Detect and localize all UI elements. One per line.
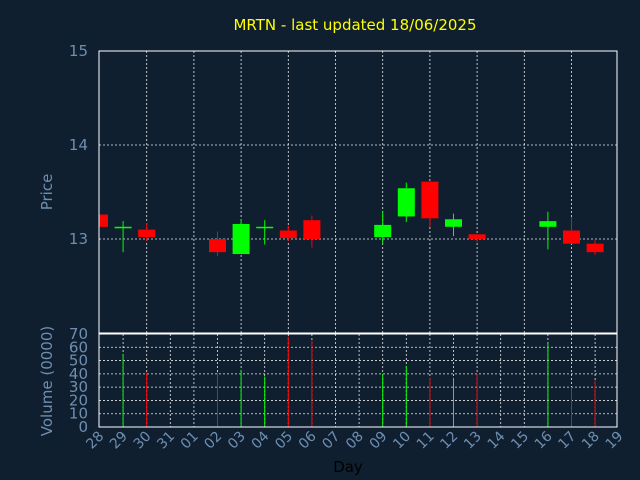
candle-body (397, 188, 415, 217)
candle-body (303, 220, 321, 239)
x-tick-label: 11 (414, 429, 438, 453)
candle-30 (138, 223, 156, 241)
candle-body (563, 230, 580, 244)
volume-tick-label: 30 (69, 378, 88, 396)
x-tick-label: 01 (178, 429, 202, 453)
x-tick-label: 29 (107, 429, 131, 453)
x-tick-label: 19 (603, 429, 627, 453)
x-tick-label: 13 (461, 429, 485, 453)
volume-tick-label: 0 (78, 418, 88, 436)
volume-tick-label: 40 (69, 365, 88, 383)
x-tick-label: 05 (272, 429, 296, 453)
x-tick-label: 03 (225, 429, 249, 453)
chart-title: MRTN - last updated 18/06/2025 (233, 16, 476, 34)
candle-body (445, 219, 462, 227)
candle-12 (445, 213, 462, 237)
candle-body (232, 223, 250, 255)
candle-03 (232, 219, 250, 255)
volume-tick-label: 70 (69, 325, 88, 343)
candle-body (209, 239, 226, 253)
candle-29 (114, 221, 132, 253)
candle-body (279, 230, 297, 239)
candle-13 (468, 234, 486, 242)
volume-tick-label: 10 (69, 405, 88, 423)
x-tick-label: 06 (296, 428, 320, 452)
price-frame (98, 50, 618, 334)
volume-tick-label: 20 (69, 391, 88, 409)
x-tick-label: 17 (555, 429, 579, 453)
candle-body (421, 181, 439, 219)
candle-17 (563, 217, 580, 244)
candle-body (539, 221, 557, 227)
x-tick-label: 31 (154, 429, 178, 453)
candle-11 (421, 181, 439, 227)
x-tick-label: 15 (508, 429, 532, 453)
price-ticks: 13 14 15 (69, 42, 88, 248)
x-tick-label: 18 (579, 429, 603, 453)
x-tick-label: 04 (249, 428, 273, 452)
x-tick-label: 10 (390, 429, 414, 453)
price-grid (99, 51, 617, 333)
candle-06 (303, 215, 321, 248)
candle-16 (539, 211, 557, 250)
volume-bars (122, 336, 596, 427)
candle-09 (374, 210, 392, 244)
volume-axis-label: Volume (0000) (38, 326, 56, 436)
price-axis-label: Price (38, 174, 56, 211)
volume-tick-label: 50 (69, 352, 88, 370)
x-tick-label: 12 (437, 429, 461, 453)
candle-body (114, 226, 132, 229)
candle-body (468, 234, 486, 239)
candle-02 (209, 231, 226, 256)
candle-04 (256, 220, 274, 245)
candle-body (99, 214, 108, 227)
candle-10 (397, 182, 415, 223)
x-tick-label: 30 (131, 429, 155, 453)
candle-18 (586, 239, 604, 255)
price-tick-label: 13 (69, 230, 88, 248)
price-panel: 13 14 15 (69, 42, 618, 334)
x-tick-label: 07 (319, 429, 343, 453)
price-tick-label: 15 (69, 42, 88, 60)
price-tick-label: 14 (69, 136, 88, 154)
candle-05 (279, 225, 297, 241)
x-axis-label: Day (333, 458, 363, 476)
x-tick-label: 09 (367, 429, 391, 453)
candle-body (256, 226, 274, 229)
candle-body (586, 243, 604, 253)
x-axis-ticks: 28 29 30 31 01 02 03 04 05 06 07 08 09 10 11 12 13 14 15 16… (83, 428, 626, 452)
candle-28 (99, 214, 108, 227)
candle-body (374, 224, 392, 238)
x-tick-label: 14 (485, 428, 509, 452)
volume-grid (99, 334, 617, 427)
candle-body (138, 229, 156, 238)
x-tick-label: 16 (532, 428, 556, 452)
x-tick-label: 08 (343, 429, 367, 453)
volume-frame (98, 333, 618, 428)
price-candles (99, 181, 604, 256)
x-tick-label: 02 (201, 429, 225, 453)
volume-tick-label: 60 (69, 338, 88, 356)
